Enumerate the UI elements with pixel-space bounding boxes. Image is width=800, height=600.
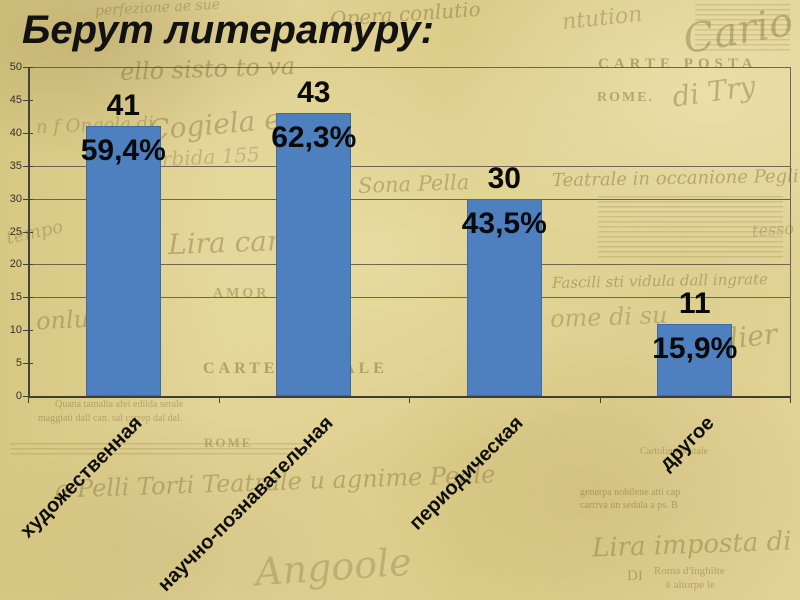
y-axis-tick-label: 30 xyxy=(9,192,22,205)
y-axis-tick-label: 0 xyxy=(15,390,22,402)
chart-title: Берут литературу: xyxy=(22,8,434,52)
y-axis-tick xyxy=(23,132,33,134)
bar xyxy=(657,323,733,396)
x-axis-tick xyxy=(599,396,601,403)
y-axis-tick-label: 35 xyxy=(9,159,22,172)
bar-percent-label: 62,3% xyxy=(271,121,357,155)
category-label: научно-познавательная xyxy=(153,412,338,596)
y-axis-tick xyxy=(23,165,33,167)
gridline xyxy=(28,165,790,167)
y-axis-tick xyxy=(23,330,33,332)
y-axis-tick-label: 5 xyxy=(15,357,22,370)
y-axis-tick-label: 20 xyxy=(9,258,22,271)
y-axis-tick xyxy=(23,231,33,233)
y-axis-tick xyxy=(23,198,33,200)
bar-percent-label: 59,4% xyxy=(80,134,166,168)
bar-value-label: 30 xyxy=(487,161,521,195)
gridline xyxy=(28,198,790,200)
category-label: другое xyxy=(655,412,719,476)
x-axis-tick xyxy=(409,396,410,403)
micro-text-block xyxy=(598,196,783,258)
bar-percent-label: 15,9% xyxy=(652,331,738,365)
gridline xyxy=(28,67,790,68)
micro-text-block xyxy=(10,443,310,457)
x-axis-tick xyxy=(790,396,791,403)
bar-value-label: 11 xyxy=(678,286,711,320)
y-axis-tick xyxy=(23,264,33,266)
bar xyxy=(276,113,352,396)
x-axis-tick xyxy=(28,396,29,403)
gridline xyxy=(28,264,790,266)
x-axis-tick xyxy=(218,396,220,403)
y-axis-tick xyxy=(23,99,33,101)
category-label: периодическая xyxy=(405,412,528,535)
bar xyxy=(466,198,542,396)
y-axis-tick-label: 25 xyxy=(9,225,22,238)
y-axis-tick xyxy=(23,297,33,299)
category-label: художественная xyxy=(16,412,147,543)
bar xyxy=(85,126,161,396)
y-axis-tick-label: 50 xyxy=(9,61,22,73)
bar-percent-label: 43,5% xyxy=(461,206,547,240)
bar-value-label: 43 xyxy=(297,76,331,110)
y-axis-tick xyxy=(23,67,33,68)
y-axis-tick-label: 45 xyxy=(9,93,22,106)
y-axis-tick-label: 40 xyxy=(9,126,22,139)
plot-right-border xyxy=(790,67,791,396)
y-axis-tick xyxy=(23,363,33,365)
y-axis-tick-label: 10 xyxy=(9,324,22,337)
micro-text-block xyxy=(695,4,790,52)
gridline xyxy=(28,297,790,299)
y-axis-tick-label: 15 xyxy=(9,291,22,304)
bar-value-label: 41 xyxy=(106,89,140,123)
